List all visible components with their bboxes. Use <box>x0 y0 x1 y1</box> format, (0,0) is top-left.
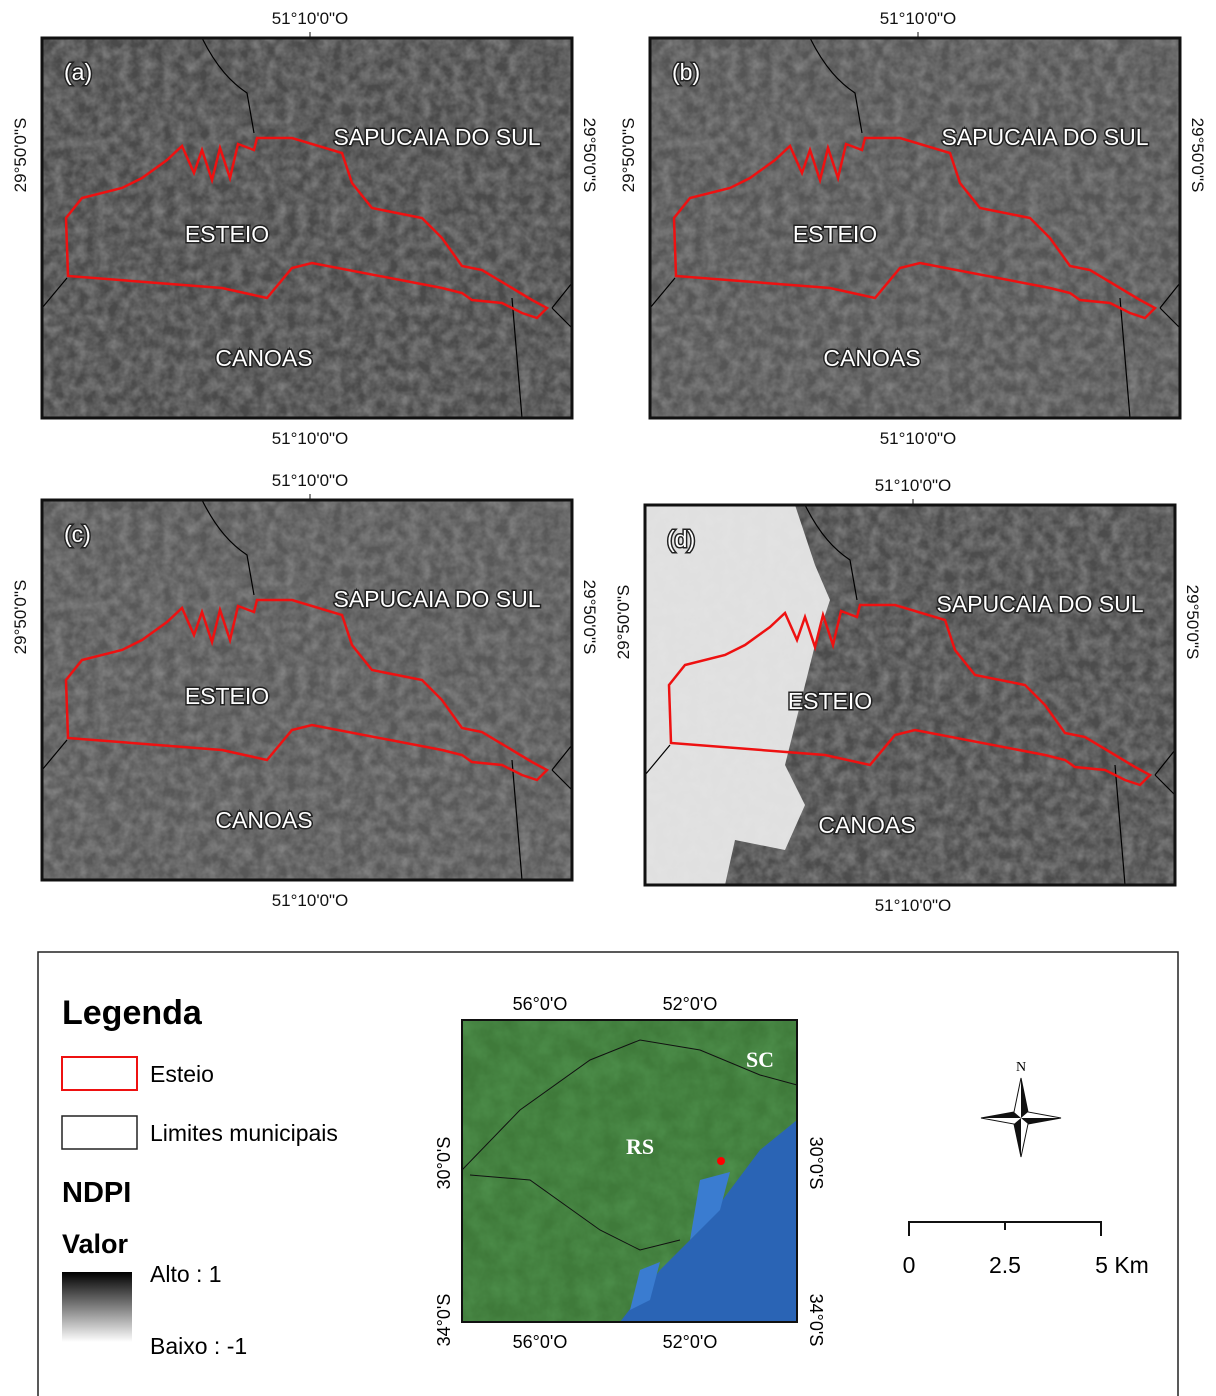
inset-lon: 52°0'O <box>663 994 718 1014</box>
place-label: ESTEIO <box>788 688 872 714</box>
inset-lat: 34°0'S <box>434 1294 454 1347</box>
inset-lon: 52°0'O <box>663 1332 718 1352</box>
lon-label: 51°10'0"O <box>875 476 952 495</box>
place-label: SAPUCAIA DO SUL <box>941 124 1148 150</box>
panels: (a) SAPUCAIA DO SUL ESTEIO CANOAS 51°10'0"O 5… <box>11 9 1207 915</box>
place-label: CANOAS <box>215 345 312 371</box>
scale-line <box>909 1222 1101 1236</box>
place-label: ESTEIO <box>185 221 269 247</box>
state-label: RS <box>626 1134 654 1159</box>
place-label: SAPUCAIA DO SUL <box>333 586 540 612</box>
lat-label: 29°50'0"S <box>11 118 30 193</box>
valor-title: Valor <box>62 1229 129 1259</box>
inset-map: RS SC 56°0'O 52°0'O 56°0'O 52°0'O 30°0'S… <box>434 994 826 1352</box>
ndpi-title: NDPI <box>62 1177 131 1209</box>
figure: (a) SAPUCAIA DO SUL ESTEIO CANOAS 51°10'0"O 5… <box>0 0 1216 1396</box>
state-label: SC <box>746 1047 774 1072</box>
legend-title: Legenda <box>62 994 203 1032</box>
inset-lat: 34°0'S <box>806 1294 826 1347</box>
inset-lat: 30°0'S <box>434 1137 454 1190</box>
scale-bar: 0 2.5 5 Km <box>903 1222 1149 1278</box>
panel-label: (b) <box>672 59 700 85</box>
lon-label: 51°10'0"O <box>272 429 349 448</box>
north-label: N <box>1016 1060 1026 1075</box>
place-label: ESTEIO <box>185 683 269 709</box>
place-label: SAPUCAIA DO SUL <box>333 124 540 150</box>
scale-label: 2.5 <box>989 1252 1021 1278</box>
limits-swatch <box>62 1116 137 1149</box>
map-panel: (c) SAPUCAIA DO SUL ESTEIO CANOAS 51°10'0"O 5… <box>11 471 599 910</box>
inset-lon: 56°0'O <box>513 1332 568 1352</box>
inset-lon: 56°0'O <box>513 994 568 1014</box>
scale-label: 5 Km <box>1095 1252 1149 1278</box>
place-label: SAPUCAIA DO SUL <box>936 591 1143 617</box>
map-panel: (b) SAPUCAIA DO SUL ESTEIO CANOAS 51°10'0"O 5… <box>619 9 1207 448</box>
place-label: ESTEIO <box>793 221 877 247</box>
legend-item: Esteio <box>150 1061 214 1087</box>
lon-label: 51°10'0"O <box>272 891 349 910</box>
lat-label: 29°50'0"S <box>614 585 633 660</box>
lon-label: 51°10'0"O <box>880 9 957 28</box>
lon-label: 51°10'0"O <box>880 429 957 448</box>
esteio-swatch <box>62 1057 137 1090</box>
inset-lat: 30°0'S <box>806 1137 826 1190</box>
lat-label: 29°50'0"S <box>619 118 638 193</box>
study-area <box>717 1157 725 1165</box>
place-label: CANOAS <box>215 807 312 833</box>
legend-low: Baixo : -1 <box>150 1333 247 1359</box>
legend-high: Alto : 1 <box>150 1261 222 1287</box>
map-panel: (d) SAPUCAIA DO SUL ESTEIO CANOAS 51°10'0"O 5… <box>614 476 1202 915</box>
lon-label: 51°10'0"O <box>272 471 349 490</box>
lon-label: 51°10'0"O <box>875 896 952 915</box>
lon-label: 51°10'0"O <box>272 9 349 28</box>
legend-item: Limites municipais <box>150 1120 338 1146</box>
place-label: CANOAS <box>818 812 915 838</box>
lat-label: 29°50'0"S <box>1188 118 1207 193</box>
north-arrow: N <box>981 1060 1061 1157</box>
scale-label: 0 <box>903 1252 916 1278</box>
lat-label: 29°50'0"S <box>580 580 599 655</box>
lat-label: 29°50'0"S <box>1183 585 1202 660</box>
map-panel: (a) SAPUCAIA DO SUL ESTEIO CANOAS 51°10'0"O 5… <box>11 9 599 448</box>
lat-label: 29°50'0"S <box>580 118 599 193</box>
lat-label: 29°50'0"S <box>11 580 30 655</box>
panel-label: (a) <box>64 59 92 85</box>
place-label: CANOAS <box>823 345 920 371</box>
ndpi-ramp <box>62 1272 132 1342</box>
panel-label: (d) <box>667 526 695 552</box>
panel-label: (c) <box>64 521 91 547</box>
